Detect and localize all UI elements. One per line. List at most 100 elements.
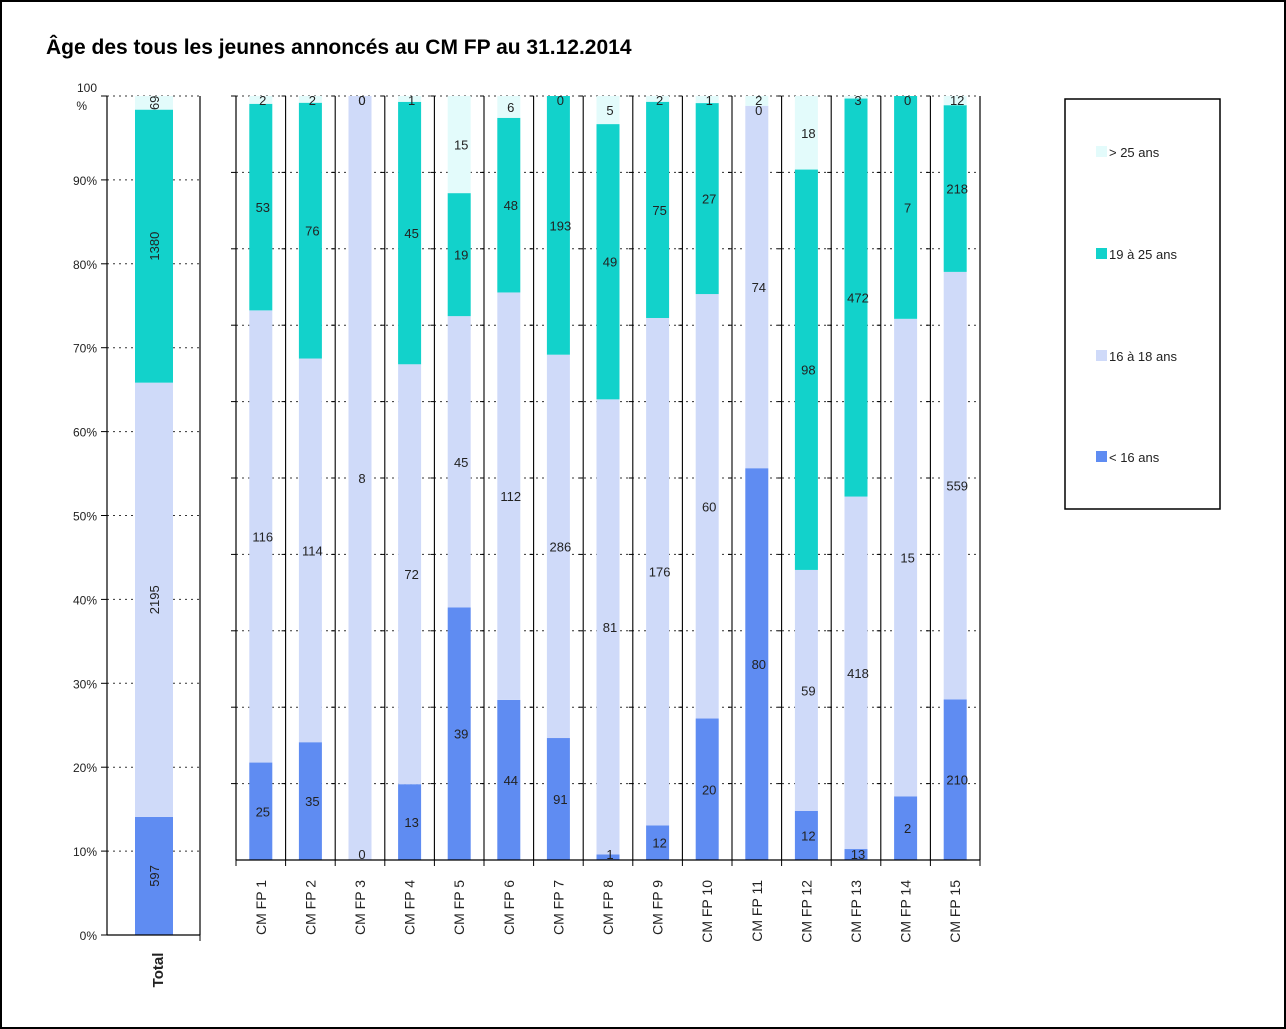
data-label: 45 (404, 226, 418, 241)
x-category-label: CM FP 4 (402, 880, 418, 935)
data-label: 19 (454, 248, 468, 263)
x-category-label: CM FP 6 (501, 880, 517, 935)
legend-label: > 25 ans (1109, 145, 1160, 160)
bar-segment (546, 96, 570, 355)
data-label: 0 (755, 103, 762, 118)
data-label: 27 (702, 192, 716, 207)
bar-segment (894, 318, 918, 797)
bar-segment (249, 103, 273, 311)
data-label: 2 (656, 93, 663, 108)
legend-label: < 16 ans (1109, 450, 1160, 465)
data-label-total: 1380 (147, 232, 162, 261)
bar-segment (447, 193, 471, 317)
x-category-label: CM FP 7 (550, 880, 566, 935)
bar-segment (596, 124, 620, 400)
bar-segment (943, 105, 967, 272)
bar-segment (745, 96, 769, 106)
x-category-label: CM FP 2 (302, 880, 318, 935)
data-label: 80 (752, 657, 766, 672)
data-label: 13 (404, 815, 418, 830)
data-label: 218 (946, 182, 968, 197)
data-label: 48 (504, 198, 518, 213)
data-label-total: 2195 (147, 585, 162, 614)
data-label: 6 (507, 100, 514, 115)
x-category-label: CM FP 14 (898, 880, 914, 943)
bar-segment (497, 699, 521, 860)
data-label-total: 69 (147, 96, 162, 110)
bar-segment (695, 96, 719, 104)
x-category-label: CM FP 15 (947, 880, 963, 943)
data-label: 15 (454, 138, 468, 153)
data-label: 81 (603, 620, 617, 635)
data-label: 2 (755, 93, 762, 108)
data-label: 44 (504, 773, 518, 788)
data-label: 472 (847, 291, 869, 306)
data-label: 210 (946, 773, 968, 788)
bar-total-segment (135, 109, 173, 383)
bar-segment (894, 96, 918, 319)
bar-segment (447, 316, 471, 608)
bar-segment (745, 468, 769, 860)
y-tick-label: 40% (73, 593, 97, 607)
data-label: 418 (847, 666, 869, 681)
data-label: 49 (603, 255, 617, 270)
bar-segment (646, 101, 670, 318)
bar-segment (844, 96, 868, 99)
data-label: 5 (606, 103, 613, 118)
bar-total-segment (135, 382, 173, 817)
data-label: 3 (854, 93, 861, 108)
data-label: 8 (358, 471, 365, 486)
bar-segment (447, 607, 471, 860)
legend-label: 19 à 25 ans (1109, 247, 1177, 262)
bar-segment (844, 98, 868, 497)
x-category-label: CM FP 11 (749, 880, 765, 942)
bar-segment (497, 292, 521, 700)
bar-segment (844, 849, 868, 860)
data-label: 114 (302, 543, 323, 558)
data-label: 2 (309, 93, 316, 108)
bar-segment (298, 102, 322, 359)
data-label: 1 (408, 93, 415, 108)
data-label: 0 (904, 93, 911, 108)
legend-swatch (1096, 248, 1107, 259)
bar-segment (794, 810, 818, 860)
bar-segment (546, 738, 570, 860)
bar-segment (398, 96, 422, 102)
legend-swatch (1096, 146, 1107, 157)
bar-segment (447, 96, 471, 194)
bar-segment (596, 96, 620, 125)
bar-segment (695, 718, 719, 860)
x-category-label: CM FP 5 (451, 880, 467, 935)
data-label: 74 (752, 280, 766, 295)
bar-segment (398, 784, 422, 860)
bar-segment (943, 96, 967, 106)
x-category-label: Total (150, 953, 167, 988)
y-tick-label: 30% (73, 677, 97, 691)
bar-segment (249, 310, 273, 763)
data-label: 75 (652, 203, 666, 218)
bar-segment (497, 117, 521, 293)
data-label: 60 (702, 499, 716, 514)
data-label: 112 (500, 489, 521, 504)
data-label: 39 (454, 727, 468, 742)
x-category-label: CM FP 13 (848, 880, 864, 943)
bar-segment (646, 96, 670, 102)
bar-segment (794, 169, 818, 570)
data-label: 193 (550, 218, 572, 233)
data-label: 2 (904, 821, 911, 836)
x-category-label: CM FP 12 (798, 880, 814, 943)
bar-segment (596, 399, 620, 855)
bar-segment (348, 96, 372, 860)
bar-segment (497, 96, 521, 118)
data-label: 76 (305, 224, 319, 239)
data-label: 20 (702, 782, 716, 797)
bar-segment (943, 271, 967, 700)
legend-swatch (1096, 350, 1107, 361)
data-label: 72 (404, 567, 418, 582)
data-label: 12 (801, 828, 815, 843)
data-label: 176 (649, 565, 671, 580)
y-tick-label: 80% (73, 258, 97, 272)
bar-segment (844, 496, 868, 850)
y-tick-label: 100 (77, 81, 97, 95)
data-label: 35 (305, 794, 319, 809)
